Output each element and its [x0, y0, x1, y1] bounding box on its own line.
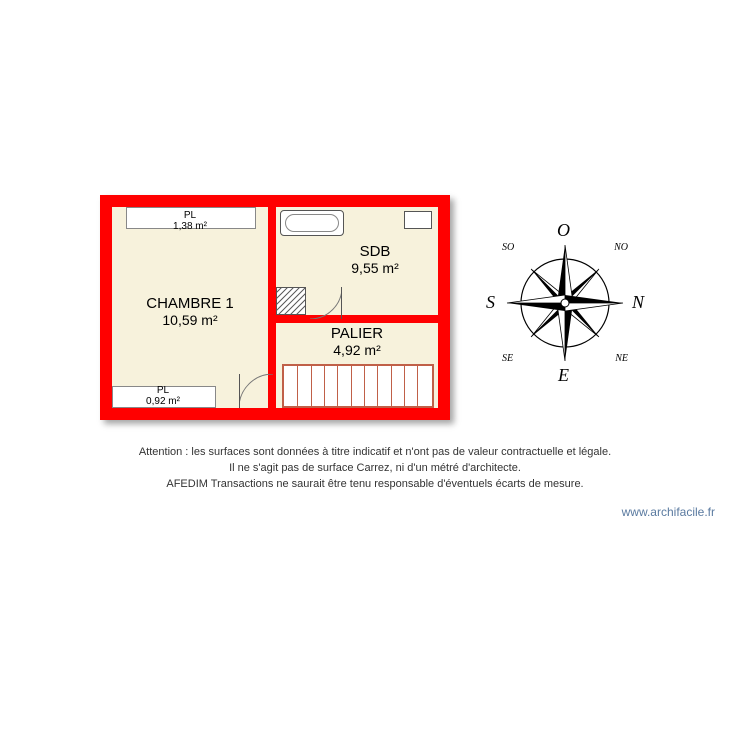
compass-se: SE [502, 353, 513, 364]
shower-icon [276, 287, 306, 315]
disclaimer-line3: AFEDIM Transactions ne saurait être tenu… [166, 478, 583, 490]
chambre1-name: CHAMBRE 1 [112, 295, 268, 312]
watermark-link[interactable]: www.archifacile.fr [622, 505, 715, 519]
sdb-area: 9,55 m² [312, 260, 438, 276]
disclaimer-line1: Attention : les surfaces sont données à … [139, 446, 611, 458]
chambre1-area: 10,59 m² [112, 312, 268, 328]
palier-label: PALIER 4,92 m² [276, 325, 438, 358]
palier-name: PALIER [276, 325, 438, 342]
pl-bottom-area: 0,92 m² [146, 396, 180, 407]
compass-so: SO [502, 242, 514, 253]
compass-o: O [557, 220, 570, 241]
door-sdb [310, 287, 342, 319]
stairs-icon [282, 364, 434, 408]
room-sdb: SDB 9,55 m² [276, 207, 438, 315]
disclaimer-line2: Il ne s'agit pas de surface Carrez, ni d… [229, 462, 521, 474]
bathtub-icon [280, 210, 344, 236]
compass-ne: NE [615, 353, 628, 364]
sink-icon [404, 211, 432, 229]
door-chambre1 [239, 374, 273, 408]
pl-top-name: PL [184, 210, 196, 221]
floor-plan: PL 1,38 m² PL 0,92 m² CHAMBRE 1 10,59 m² [100, 195, 450, 420]
compass-n: N [632, 292, 644, 313]
palier-area: 4,92 m² [276, 342, 438, 358]
compass-s: S [486, 292, 495, 313]
disclaimer-text: Attention : les surfaces sont données à … [0, 445, 750, 493]
compass-icon [500, 238, 630, 368]
closet-pl-bottom-label: PL 0,92 m² [116, 385, 210, 407]
sdb-label: SDB 9,55 m² [312, 243, 438, 276]
sdb-name: SDB [312, 243, 438, 260]
compass-e: E [558, 365, 569, 386]
compass-rose: S N O E SO NO SE NE [500, 238, 630, 368]
chambre1-label: CHAMBRE 1 10,59 m² [112, 295, 268, 328]
pl-top-area: 1,38 m² [173, 221, 207, 232]
pl-bottom-name: PL [157, 385, 169, 396]
compass-no: NO [614, 242, 628, 253]
closet-pl-top-label: PL 1,38 m² [112, 210, 268, 232]
room-palier: PALIER 4,92 m² [276, 323, 438, 408]
room-chambre1: PL 1,38 m² PL 0,92 m² CHAMBRE 1 10,59 m² [112, 207, 268, 408]
